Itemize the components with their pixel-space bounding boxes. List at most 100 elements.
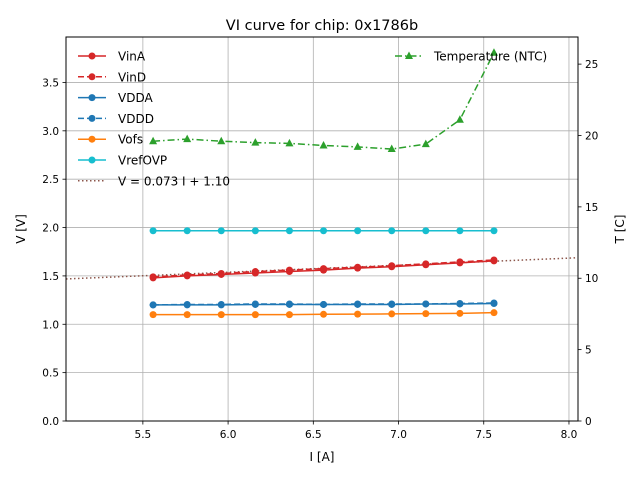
x-tick-label: 7.0 [390, 429, 407, 441]
y2-tick-label: 0 [585, 416, 592, 428]
data-point [422, 310, 430, 318]
x-tick-label: 8.0 [561, 429, 578, 441]
legend-right: Temperature (NTC) [395, 50, 547, 64]
data-point [251, 227, 259, 235]
series-vind [149, 256, 498, 281]
data-point [388, 227, 396, 235]
data-point [354, 310, 362, 318]
legend-marker [405, 51, 413, 59]
data-point [217, 311, 225, 319]
data-point [251, 138, 260, 146]
data-point [353, 142, 362, 150]
y-axis-left: 0.0 0.5 1.0 1.5 2.0 2.5 3.0 3.5 [42, 77, 66, 428]
data-point [183, 300, 191, 308]
data-point [320, 265, 328, 273]
legend-entry: Temperature (NTC) [395, 50, 547, 64]
x-axis: 5.5 6.0 6.5 7.0 7.5 8.0 [135, 421, 578, 441]
y-tick-label: 2.0 [42, 223, 59, 235]
legend-marker [88, 73, 96, 81]
data-point [490, 227, 498, 235]
legend-label: VinD [118, 70, 146, 84]
legend-label: VDDA [118, 91, 153, 105]
data-point [319, 140, 328, 149]
y-tick-label: 0.0 [42, 416, 59, 428]
data-point [456, 258, 464, 266]
data-point [149, 311, 157, 319]
data-point [387, 144, 396, 153]
data-point [285, 300, 293, 308]
y-tick-label: 3.5 [42, 77, 59, 89]
data-point [217, 269, 225, 277]
data-point [285, 311, 293, 319]
chart-title: VI curve for chip: 0x1786b [226, 18, 418, 34]
legend-marker [88, 52, 96, 60]
y-tick-label: 3.0 [42, 126, 59, 138]
data-point [285, 266, 293, 274]
data-point [489, 48, 498, 56]
data-point [455, 115, 464, 123]
series-temperature-ntc- [149, 48, 498, 153]
data-point [183, 227, 191, 235]
legend-marker [88, 94, 96, 102]
y2-tick-label: 10 [585, 273, 598, 285]
legend-entry: Vofs [78, 133, 143, 147]
data-point [422, 227, 430, 235]
data-point [388, 300, 396, 308]
y2-tick-label: 5 [585, 345, 592, 357]
data-point [354, 300, 362, 308]
x-tick-label: 6.5 [305, 429, 322, 441]
legend-label: VDDD [118, 112, 154, 126]
x-tick-label: 6.0 [220, 429, 237, 441]
data-point [149, 273, 157, 281]
data-point [388, 310, 396, 318]
y2-tick-label: 25 [585, 59, 598, 71]
y-axis-label: V [V] [14, 214, 28, 244]
x-tick-label: 7.5 [475, 429, 492, 441]
legend-label: VrefOVP [118, 154, 167, 168]
data-point [251, 300, 259, 308]
data-point [285, 227, 293, 235]
grid [66, 37, 578, 422]
series-vofs [149, 309, 498, 319]
data-point [320, 227, 328, 235]
legend-label: Temperature (NTC) [433, 50, 547, 64]
series-vddd [149, 299, 498, 309]
legend-entry: V = 0.073 I + 1.10 [78, 174, 230, 188]
data-point [490, 256, 498, 264]
data-point [217, 300, 225, 308]
series-line [153, 259, 495, 278]
data-point [422, 300, 430, 308]
data-point [490, 299, 498, 307]
legend-label: V = 0.073 I + 1.10 [118, 174, 230, 188]
y-tick-label: 1.5 [42, 271, 59, 283]
y2-tick-label: 20 [585, 130, 598, 142]
data-point [320, 300, 328, 308]
data-point [251, 268, 259, 276]
y-tick-label: 2.5 [42, 174, 59, 186]
data-point [490, 309, 498, 317]
y-axis-right: 0 5 10 15 20 25 [578, 59, 598, 428]
data-point [354, 227, 362, 235]
legend-entry: VDDD [78, 112, 154, 126]
data-point [149, 301, 157, 309]
legend-left: VinA VinD VDDA VDDD Vofs VrefOVP V = 0.073 I +… [78, 50, 230, 188]
y-tick-label: 1.0 [42, 319, 59, 331]
data-point [285, 138, 294, 147]
x-tick-label: 5.5 [135, 429, 152, 441]
series-vrefovp [149, 227, 498, 235]
data-point [456, 227, 464, 235]
legend-entry: VrefOVP [78, 154, 167, 168]
data-point [183, 134, 192, 143]
legend-marker [88, 135, 96, 143]
legend-label: VinA [118, 50, 146, 64]
series-line [153, 302, 494, 306]
data-point [456, 309, 464, 317]
data-point [388, 262, 396, 270]
data-point [183, 311, 191, 319]
y2-axis-label: T [C] [613, 215, 627, 245]
data-point [354, 263, 362, 271]
legend-entry: VinA [78, 50, 146, 64]
legend-entry: VinD [78, 70, 146, 84]
